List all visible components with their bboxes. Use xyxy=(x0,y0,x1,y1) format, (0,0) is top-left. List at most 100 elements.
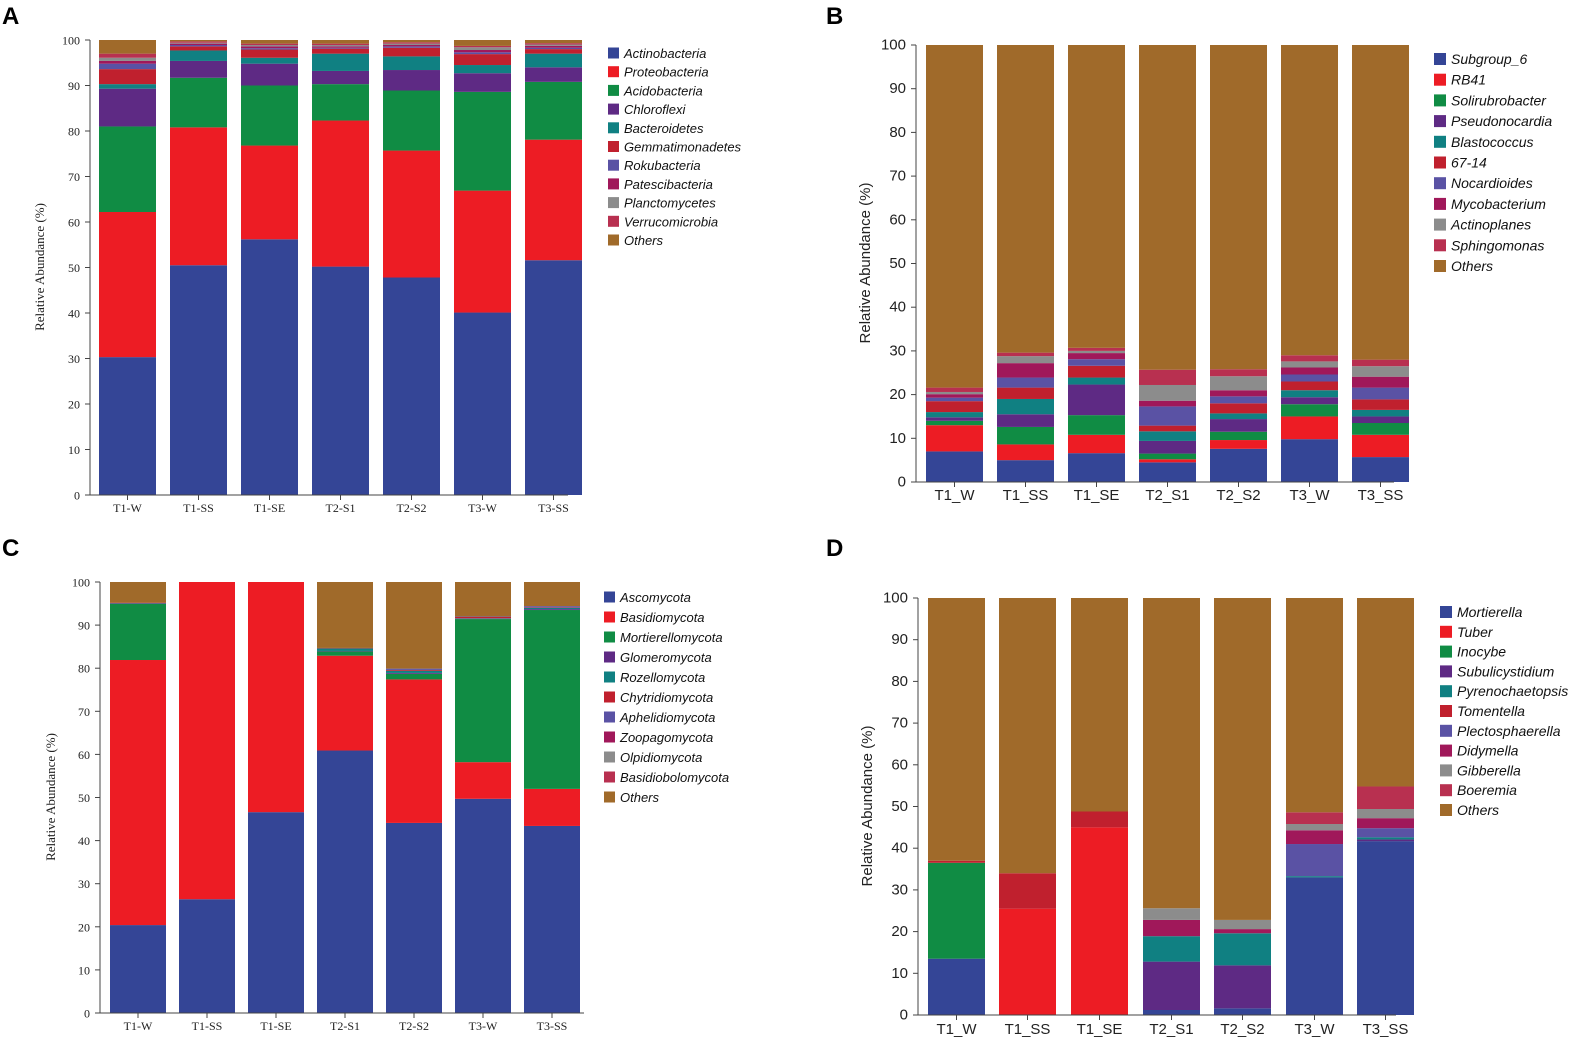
bar-segment xyxy=(386,669,442,671)
bar-segment xyxy=(1281,361,1338,368)
y-tick-label: 20 xyxy=(68,398,80,412)
bar-segment xyxy=(312,266,369,495)
legend-label: Plectosphaerella xyxy=(1457,723,1561,739)
bar-segment xyxy=(525,44,582,46)
bar-segment xyxy=(241,239,298,495)
y-tick-label: 40 xyxy=(891,840,908,857)
bar-segment xyxy=(241,40,298,44)
y-tick-label: 90 xyxy=(78,619,90,633)
legend-label: Olpidiomycota xyxy=(620,750,702,765)
legend-label: Verrucomicrobia xyxy=(624,214,718,229)
bar-segment xyxy=(1281,381,1338,391)
legend-label: Mycobacterium xyxy=(1451,196,1546,212)
bar-segment xyxy=(1210,376,1267,391)
legend-swatch xyxy=(608,47,619,59)
legend-label: Gemmatimonadetes xyxy=(624,140,742,155)
y-tick-label: 60 xyxy=(78,748,90,762)
bar-segment xyxy=(1068,359,1125,366)
legend: Subgroup_6 RB41 Solirubrobacter Pseudonocar… xyxy=(1434,51,1552,274)
bar-segment xyxy=(997,363,1054,378)
bar-segment xyxy=(999,873,1056,909)
x-tick-label: T1_SS xyxy=(1003,487,1049,504)
y-tick-label: 50 xyxy=(889,255,906,272)
x-tick-label: T3_W xyxy=(1294,1021,1335,1038)
bar-stack xyxy=(248,582,304,1013)
x-tick-label: T3_W xyxy=(1289,487,1330,504)
bar-segment xyxy=(312,70,369,85)
legend-label: Ascomycota xyxy=(619,590,691,605)
bar-segment xyxy=(1139,369,1196,385)
legend-swatch xyxy=(1440,625,1452,638)
bar-segment xyxy=(1210,45,1267,370)
bar-segment xyxy=(1214,929,1271,934)
legend-swatch xyxy=(1440,606,1452,618)
bar-segment xyxy=(928,860,985,863)
bar-segment xyxy=(1143,919,1200,937)
y-tick-label: 0 xyxy=(84,1007,90,1021)
bar-segment xyxy=(312,45,369,47)
legend-swatch xyxy=(604,791,615,803)
bar-stack xyxy=(170,40,227,495)
bar-segment xyxy=(99,53,156,58)
x-tick-label: T1_SE xyxy=(1077,1021,1123,1038)
legend-swatch xyxy=(604,671,615,683)
bar-segment xyxy=(170,77,227,128)
legend-swatch xyxy=(608,234,619,246)
bar-stack xyxy=(1143,598,1200,1015)
bar-segment xyxy=(454,73,511,92)
legend-label: Basidiomycota xyxy=(620,610,705,625)
legend-swatch xyxy=(608,215,619,227)
bar-segment xyxy=(1286,598,1343,813)
bar-segment xyxy=(999,598,1056,874)
bar-segment xyxy=(99,84,156,89)
x-tick-label: T3_SS xyxy=(1363,1021,1409,1038)
bar-segment xyxy=(525,49,582,54)
y-tick-label: 0 xyxy=(900,1007,908,1024)
bar-segment xyxy=(386,582,442,669)
bar-segment xyxy=(926,420,983,426)
x-tick-label: T1-W xyxy=(113,501,142,515)
chart-panel-b: B T1_W T1_SS T1_SE T2_S1 T2_S2 T3_W T3_SS 0 10 20 3… xyxy=(826,3,1552,504)
legend-label: Actinoplanes xyxy=(1450,217,1531,233)
bar-segment xyxy=(455,582,511,617)
bar-segment xyxy=(524,582,580,607)
bar-segment xyxy=(386,672,442,674)
y-tick-label: 20 xyxy=(891,923,908,940)
bar-segment xyxy=(1281,397,1338,405)
bar-segment xyxy=(454,91,511,191)
bar-stack xyxy=(928,598,985,1015)
bar-segment xyxy=(383,47,440,57)
bar-segment xyxy=(99,357,156,495)
bar-segment xyxy=(386,673,442,680)
bar-segment xyxy=(241,85,298,146)
y-tick-label: 10 xyxy=(891,965,908,982)
bar-segment xyxy=(1139,462,1196,482)
x-tick-label: T1_W xyxy=(934,487,975,504)
bar-segment xyxy=(383,42,440,44)
bar-segment xyxy=(1352,366,1409,377)
bar-segment xyxy=(1352,359,1409,367)
bar-segment xyxy=(1139,45,1196,370)
bar-stack xyxy=(110,582,166,1013)
bar-segment xyxy=(1071,811,1128,828)
bar-segment xyxy=(1143,1009,1200,1015)
bar-segment xyxy=(454,54,511,66)
bar-segment xyxy=(455,619,511,763)
legend-swatch xyxy=(1440,784,1452,797)
y-tick-label: 10 xyxy=(78,963,90,977)
bar-segment xyxy=(383,56,440,71)
bar-segment xyxy=(1139,440,1196,454)
bar-segment xyxy=(1210,419,1267,432)
legend-label: 67-14 xyxy=(1451,155,1487,171)
bar-segment xyxy=(997,352,1054,357)
y-tick-label: 20 xyxy=(889,386,906,403)
bar-segment xyxy=(997,356,1054,364)
bar-segment xyxy=(1357,809,1414,819)
y-tick-label: 70 xyxy=(78,705,90,719)
bar-segment xyxy=(99,40,156,54)
y-tick-label: 50 xyxy=(78,791,90,805)
legend-swatch xyxy=(1434,156,1446,169)
bar-segment xyxy=(1357,598,1414,787)
y-axis-label: Relative Abundance (%) xyxy=(857,183,874,344)
y-tick-label: 60 xyxy=(891,756,908,773)
